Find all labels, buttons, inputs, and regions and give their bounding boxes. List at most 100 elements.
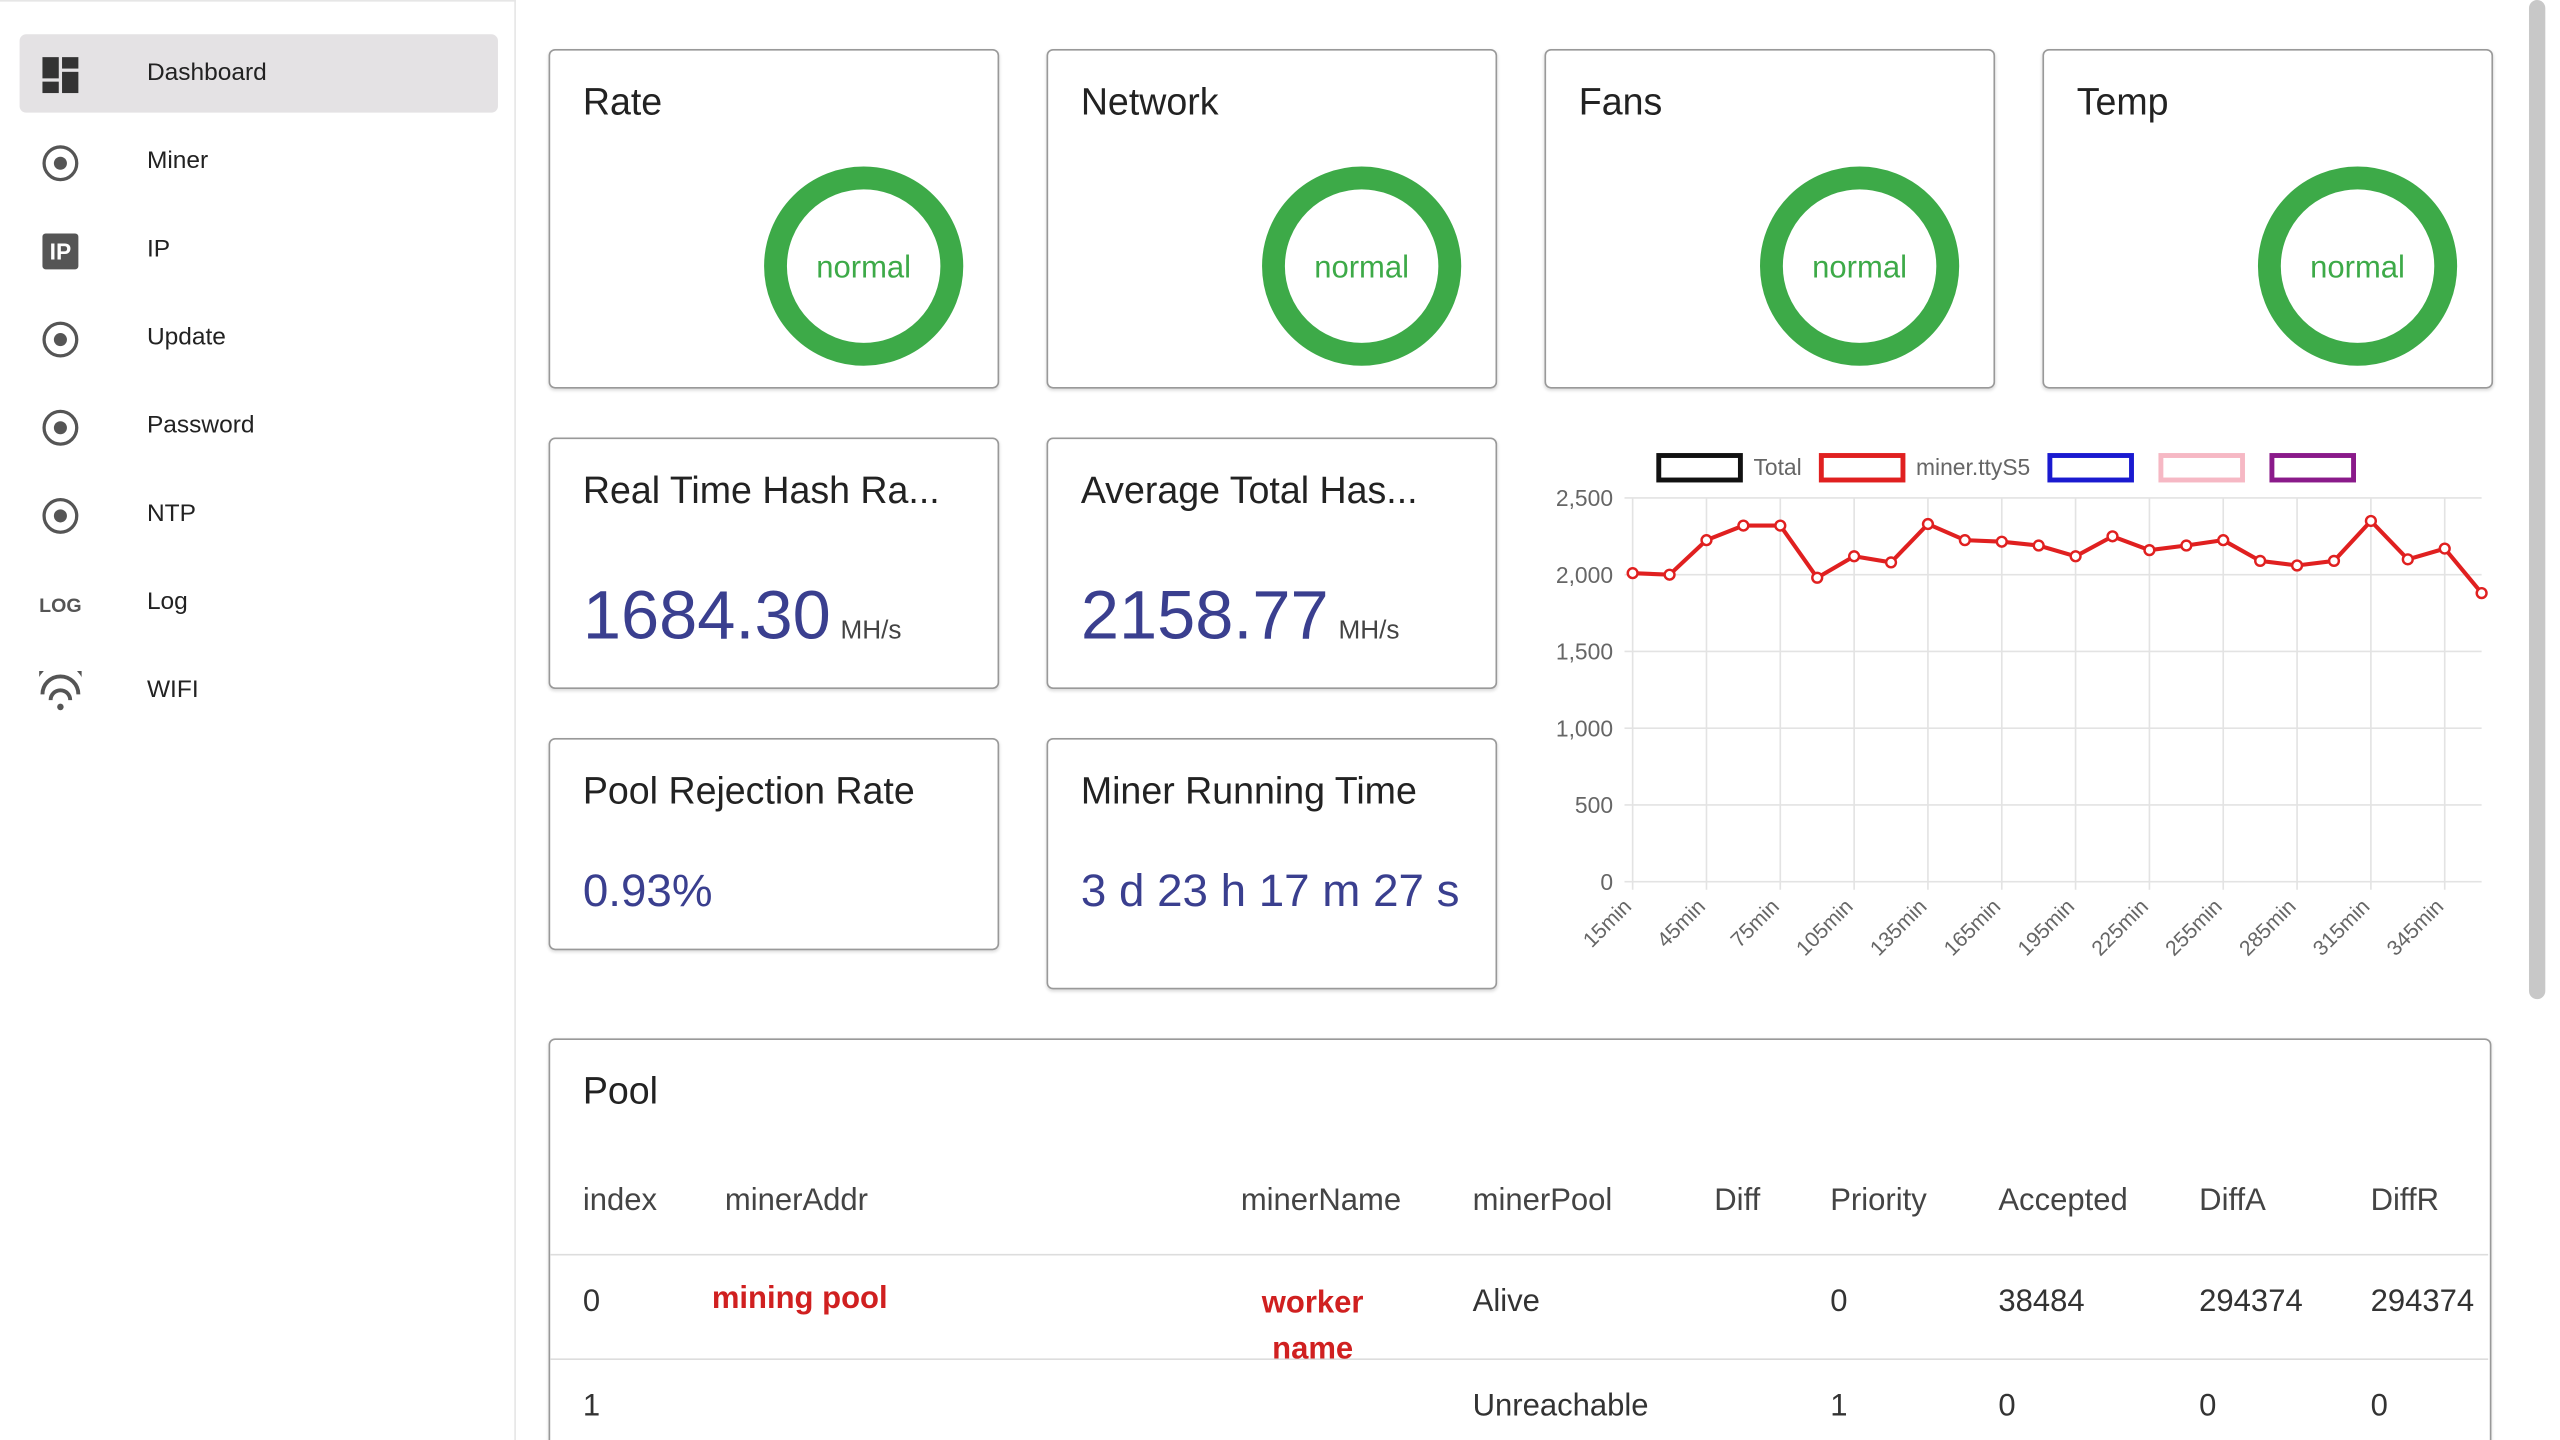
y-tick-label: 500 [1575, 792, 1613, 818]
icon-part [53, 156, 67, 170]
table-cell: mining pool [711, 1281, 888, 1316]
x-tick-label: 255min [2161, 895, 2226, 960]
nav-icon: IP [42, 233, 79, 270]
card-title: Rate [582, 79, 663, 123]
nav-item[interactable]: IP IP [20, 211, 498, 289]
column-header: minerAddr [724, 1183, 869, 1218]
icon-part [57, 703, 64, 711]
data-point [1921, 517, 1935, 531]
nav-label: Update [146, 323, 226, 352]
table-cell: 294374 [2370, 1284, 2475, 1320]
scrollbar[interactable] [2528, 0, 2546, 1000]
data-point [1700, 534, 1713, 547]
nav-label: Miner [146, 146, 209, 175]
legend-swatch[interactable] [1656, 453, 1743, 483]
data-point [2438, 542, 2451, 555]
data-point [2032, 539, 2045, 552]
data-point [2364, 514, 2378, 528]
pool-card: Pool index minerAddr minerName minerPool Dif… [548, 1038, 2492, 1440]
nav-icon [42, 497, 79, 534]
nav-item[interactable]: WIFI [20, 651, 498, 729]
nav-item[interactable]: Password [20, 387, 498, 465]
table-cell: 0 [1998, 1389, 2016, 1424]
data-point [1626, 567, 1639, 580]
data-point [2143, 544, 2156, 557]
icon-part [62, 57, 79, 69]
icon-part [53, 509, 67, 523]
stat-value: 3 d 23 h 17 m 27 s [1081, 868, 1473, 914]
icon-part [53, 421, 67, 435]
icon-part [42, 409, 79, 446]
x-tick-label: 45min [1653, 895, 1710, 952]
legend-label: miner.ttyS5 [1916, 454, 2030, 480]
x-tick-label: 105min [1792, 895, 1857, 960]
stat-value: 1684.30 MH/s [583, 576, 902, 654]
legend-label: Total [1753, 454, 1801, 480]
icon-part [42, 145, 79, 182]
stat-number: 1684.30 [582, 576, 831, 654]
icon-part [42, 497, 79, 534]
data-point [2106, 530, 2119, 543]
nav-label: NTP [146, 499, 196, 528]
column-header: Priority [1830, 1183, 1927, 1218]
legend-swatch[interactable] [2269, 453, 2356, 483]
x-tick-label: 15min [1579, 895, 1636, 952]
nav-label: Log [146, 587, 188, 616]
stat-unit: MH/s [1338, 617, 1400, 645]
legend-swatch[interactable] [2158, 453, 2245, 483]
icon-part [42, 57, 59, 79]
gauge-status: normal [816, 250, 911, 285]
data-point [1884, 556, 1898, 569]
table-cell: Alive [1472, 1284, 1540, 1320]
data-point [1995, 535, 2008, 548]
card-title: Miner Running Time [1080, 768, 1417, 812]
table-cell: 1 [582, 1389, 601, 1424]
column-header: DiffR [2370, 1183, 2440, 1218]
column-header: index [582, 1183, 658, 1218]
legend-swatch[interactable] [1818, 453, 1906, 483]
stat-card: Real Time Hash Ra... 1684.30 MH/s [548, 437, 1000, 689]
status-gauge: normal [2257, 166, 2458, 366]
x-tick-label: 135min [1866, 895, 1931, 960]
table-cell: 0 [2199, 1389, 2217, 1424]
stat-number: 3 d 23 h 17 m 27 s [1080, 865, 1460, 916]
icon-text: LOG [39, 595, 81, 617]
data-point [2069, 550, 2082, 563]
gauge-ring [1262, 166, 1462, 366]
stat-number: 0.93% [582, 865, 713, 916]
nav-item[interactable]: Update [20, 299, 498, 377]
legend-swatch[interactable] [2047, 453, 2134, 483]
y-tick-label: 2,500 [1556, 485, 1613, 511]
nav-item[interactable]: LOG Log [20, 563, 498, 641]
data-point [2254, 554, 2267, 568]
nav-item[interactable]: NTP [20, 475, 498, 553]
x-tick-label: 285min [2235, 895, 2300, 960]
y-tick-label: 1,500 [1556, 639, 1613, 665]
x-tick-label: 165min [1940, 895, 2005, 960]
column-header: DiffA [2199, 1183, 2266, 1218]
nav-label: WIFI [146, 675, 199, 704]
x-tick-label: 75min [1727, 895, 1784, 952]
table-cell: 38484 [1998, 1284, 2085, 1320]
series-line [1632, 518, 2484, 595]
gauge-status: normal [1314, 250, 1409, 285]
nav-item[interactable]: Dashboard [19, 34, 498, 113]
table-cell: 294374 [2199, 1284, 2303, 1320]
stat-value: 2158.77 MH/s [1081, 576, 1400, 654]
stat-unit: MH/s [840, 617, 902, 645]
card-title: Network [1080, 79, 1219, 123]
status-card: Fans normal [1544, 48, 1996, 389]
icon-part [42, 81, 59, 94]
y-tick-label: 0 [1600, 869, 1613, 895]
card-title: Real Time Hash Ra... [582, 468, 940, 512]
row-divider [550, 1253, 2489, 1256]
icon-part [48, 688, 73, 701]
nav-item[interactable]: Miner [20, 122, 498, 200]
nav-label: IP [146, 235, 171, 263]
icon-text: IP [50, 239, 72, 265]
icon-part [53, 333, 67, 347]
pool-title: Pool [582, 1069, 659, 1112]
nav-label: Dashboard [146, 58, 267, 87]
